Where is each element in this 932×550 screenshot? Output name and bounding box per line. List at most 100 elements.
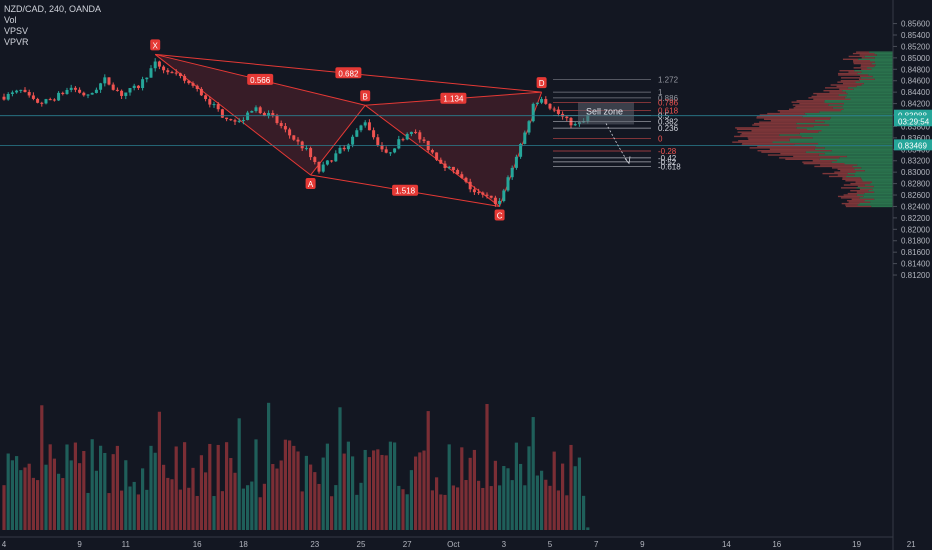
profile-up-row xyxy=(860,77,893,79)
profile-up-row xyxy=(869,51,893,53)
harmonic-pattern[interactable]: X A B C D 0.566 0.682 1.134 1.518 xyxy=(150,39,547,221)
volume-bar xyxy=(73,442,77,530)
volume-bar xyxy=(23,467,27,530)
candle-body xyxy=(372,130,376,138)
candle-body xyxy=(103,77,107,84)
candle-body xyxy=(99,83,103,90)
profile-up-row xyxy=(789,138,893,141)
indicator-vpvr[interactable]: VPVR xyxy=(4,37,29,47)
profile-down-row xyxy=(812,160,838,162)
time-tick-label: 21 xyxy=(907,540,916,549)
sell-zone-label[interactable]: Sell zone xyxy=(586,106,623,116)
point-label-b[interactable]: B xyxy=(363,92,368,101)
volume-bar xyxy=(128,486,132,530)
volume-bar xyxy=(561,463,565,530)
profile-down-row xyxy=(791,101,825,103)
price-tick-label: 0.82600 xyxy=(901,191,930,200)
volume-bar xyxy=(166,477,170,530)
profile-up-row xyxy=(847,92,893,95)
price-tick-label: 0.82400 xyxy=(901,202,930,211)
candle-body xyxy=(380,145,384,150)
profile-up-row xyxy=(824,152,893,155)
profile-up-row xyxy=(861,178,893,181)
fib-label: -0.618 xyxy=(658,162,681,171)
candle-body xyxy=(246,112,250,120)
candle-body xyxy=(355,130,359,137)
volume-bar xyxy=(283,439,287,530)
volume-bar xyxy=(485,403,489,530)
ratio-label-box xyxy=(392,184,419,196)
ratio-label[interactable]: 0.566 xyxy=(250,76,271,85)
candle-body xyxy=(313,157,317,163)
profile-down-row xyxy=(839,70,855,72)
point-label-d[interactable]: D xyxy=(539,79,545,88)
volume-bar xyxy=(477,480,481,530)
candle-body xyxy=(338,147,342,154)
profile-up-row xyxy=(802,115,893,118)
profile-up-row xyxy=(824,101,893,103)
profile-down-row xyxy=(853,62,872,65)
point-label-x[interactable]: X xyxy=(153,41,159,50)
price-tick-label: 0.85400 xyxy=(901,31,930,40)
volume-bar xyxy=(2,485,6,530)
volume-bar xyxy=(61,478,65,530)
profile-down-row xyxy=(855,181,872,183)
volume-bar xyxy=(237,418,241,530)
candle-body xyxy=(275,115,279,124)
profile-down-row xyxy=(845,204,858,206)
volume-bar xyxy=(31,477,35,530)
volume-bar xyxy=(456,487,460,530)
candle-body xyxy=(447,166,451,169)
candle-body xyxy=(367,122,371,131)
profile-up-row xyxy=(876,54,893,56)
volume-bar xyxy=(548,485,552,530)
symbol-title[interactable]: NZD/CAD, 240, OANDA xyxy=(4,4,102,14)
indicator-vol[interactable]: Vol xyxy=(4,15,17,25)
candle-body xyxy=(187,80,191,84)
profile-up-row xyxy=(813,125,893,128)
candle-body xyxy=(258,107,262,114)
annotations[interactable]: Sell zone xyxy=(578,102,634,165)
point-label-c[interactable]: C xyxy=(497,211,503,220)
volume-bar xyxy=(52,458,56,530)
volume-bar xyxy=(136,494,140,530)
fib-label: -0.28 xyxy=(658,147,677,156)
profile-up-row xyxy=(874,78,893,80)
indicator-vpsv[interactable]: VPSV xyxy=(4,26,29,36)
ratio-label[interactable]: 0.682 xyxy=(338,69,359,78)
volume-bar xyxy=(380,454,384,530)
volume-bar xyxy=(565,495,569,530)
candle-body xyxy=(6,93,10,100)
volume-bar xyxy=(254,439,258,530)
profile-up-row xyxy=(805,151,893,153)
ratio-label[interactable]: 1.518 xyxy=(395,187,416,196)
candle-body xyxy=(493,197,497,205)
volume-bar xyxy=(304,455,308,530)
volume-bar xyxy=(376,449,380,530)
point-label-a[interactable]: A xyxy=(308,180,314,189)
profile-up-row xyxy=(796,122,893,125)
ratio-label[interactable]: 1.134 xyxy=(443,95,464,104)
profile-down-row xyxy=(843,194,857,196)
candle-body xyxy=(225,117,229,120)
profile-down-row xyxy=(829,91,846,93)
candle-body xyxy=(229,119,233,121)
profile-down-row xyxy=(837,72,858,75)
candle-body xyxy=(292,135,296,140)
profile-down-row xyxy=(825,87,848,89)
candle-body xyxy=(199,88,203,96)
profile-up-row xyxy=(847,87,893,89)
candle-body xyxy=(254,107,258,111)
volume-bar xyxy=(363,449,367,530)
price-tick-label: 0.82000 xyxy=(901,225,930,234)
volume-bar xyxy=(162,464,166,530)
volume-bar xyxy=(288,440,292,530)
price-tick-label: 0.82800 xyxy=(901,180,930,189)
candle-body xyxy=(443,163,447,169)
profile-down-row xyxy=(839,88,854,90)
volume-bar xyxy=(57,473,61,530)
profile-up-row xyxy=(863,195,893,198)
profile-down-row xyxy=(840,197,860,199)
profile-down-row xyxy=(802,161,832,163)
